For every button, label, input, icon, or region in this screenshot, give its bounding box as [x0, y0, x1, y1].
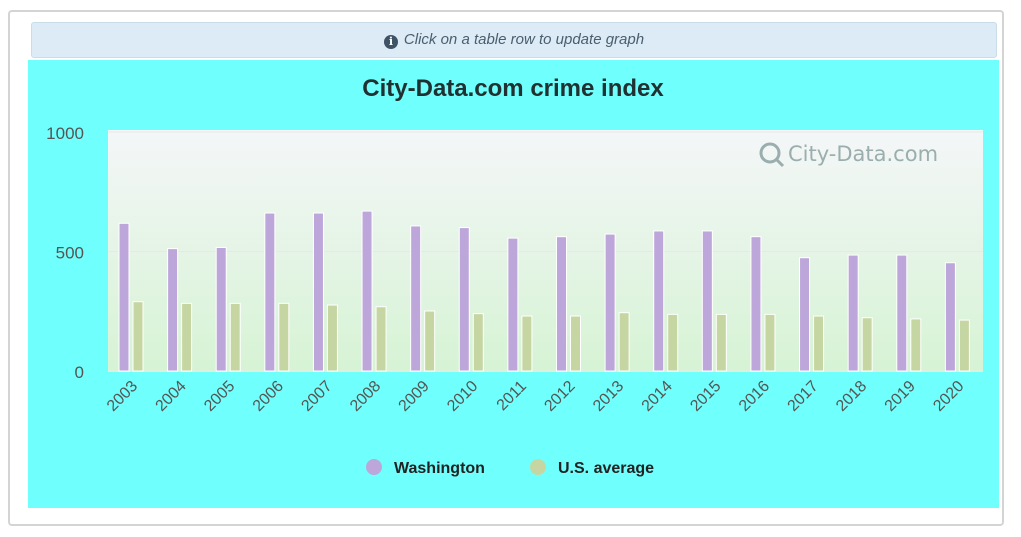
bar-u-s-average-2012	[570, 315, 581, 372]
bar-washington-2012	[556, 236, 567, 372]
bar-u-s-average-2006	[278, 302, 290, 372]
x-tick-label: 2004	[153, 378, 190, 415]
x-tick-label: 2019	[882, 378, 919, 415]
bar-washington-2005	[215, 246, 227, 372]
x-tick-label: 2020	[930, 378, 967, 415]
notice-bar: i Click on a table row to update graph	[31, 22, 997, 58]
bar-washington-2010	[458, 227, 470, 372]
x-tick-label: 2010	[444, 378, 481, 415]
bar-washington-2007	[312, 212, 324, 372]
bar-washington-2006	[264, 212, 276, 372]
notice-text: Click on a table row to update graph	[403, 31, 645, 48]
bar-washington-2020	[944, 262, 956, 372]
bar-u-s-average-2013	[618, 312, 630, 372]
legend-label: Washington	[394, 460, 485, 477]
bar-washington-2004	[167, 248, 179, 372]
x-tick-label: 2008	[347, 378, 384, 415]
bar-u-s-average-2015	[715, 313, 727, 372]
bar-u-s-average-2020	[958, 319, 970, 372]
x-tick-label: 2006	[250, 378, 287, 415]
info-circle-icon: i	[383, 35, 398, 49]
legend-label: U.S. average	[558, 460, 654, 477]
bar-u-s-average-2003	[132, 301, 144, 372]
bar-u-s-average-2016	[764, 313, 776, 372]
bar-washington-2015	[701, 230, 713, 372]
x-tick-label: 2012	[541, 378, 578, 415]
x-tick-label: 2005	[201, 378, 238, 415]
y-tick-label: 0	[75, 363, 84, 382]
x-tick-label: 2016	[736, 378, 773, 415]
legend-marker-1	[530, 459, 546, 475]
bar-washington-2009	[410, 225, 422, 372]
y-tick-label: 1000	[46, 124, 84, 143]
x-tick-label: 2014	[639, 378, 676, 415]
bar-washington-2011	[507, 237, 519, 372]
bar-u-s-average-2011	[521, 315, 533, 372]
chart-panel	[8, 10, 1004, 526]
crime-index-chart: City-Data.com crime index City-Data.com …	[28, 60, 999, 508]
bar-u-s-average-2018	[861, 317, 873, 372]
bar-u-s-average-2008	[375, 306, 387, 372]
bar-washington-2008	[361, 210, 373, 372]
bar-washington-2018	[847, 254, 859, 372]
bar-u-s-average-2004	[181, 302, 193, 372]
bar-u-s-average-2005	[229, 302, 241, 372]
bar-u-s-average-2017	[813, 315, 825, 372]
legend-marker-0	[366, 459, 382, 475]
bar-u-s-average-2014	[667, 313, 679, 372]
bar-washington-2014	[653, 230, 665, 372]
x-tick-label: 2009	[396, 378, 433, 415]
bar-u-s-average-2010	[472, 313, 484, 372]
x-tick-label: 2003	[104, 378, 141, 415]
x-tick-label: 2011	[494, 378, 530, 414]
bar-washington-2003	[118, 222, 130, 372]
watermark-logo: City-Data.com	[759, 142, 938, 168]
x-tick-label: 2013	[590, 378, 627, 415]
x-tick-label: 2018	[833, 378, 870, 415]
bar-washington-2019	[896, 254, 908, 372]
chart-svg: City-Data.com crime index City-Data.com …	[46, 75, 983, 477]
x-tick-label: 2015	[687, 378, 724, 415]
bar-u-s-average-2007	[326, 304, 338, 372]
chart-title: City-Data.com crime index	[362, 75, 664, 102]
x-tick-label: 2017	[785, 378, 822, 415]
bar-washington-2013	[604, 233, 616, 372]
bar-washington-2017	[799, 257, 811, 372]
x-tick-label: 2007	[298, 378, 335, 415]
y-tick-label: 500	[56, 244, 84, 263]
bar-u-s-average-2019	[910, 318, 922, 372]
watermark-text: City-Data.com	[788, 142, 938, 166]
bar-washington-2016	[750, 236, 762, 372]
bar-u-s-average-2009	[424, 310, 436, 372]
